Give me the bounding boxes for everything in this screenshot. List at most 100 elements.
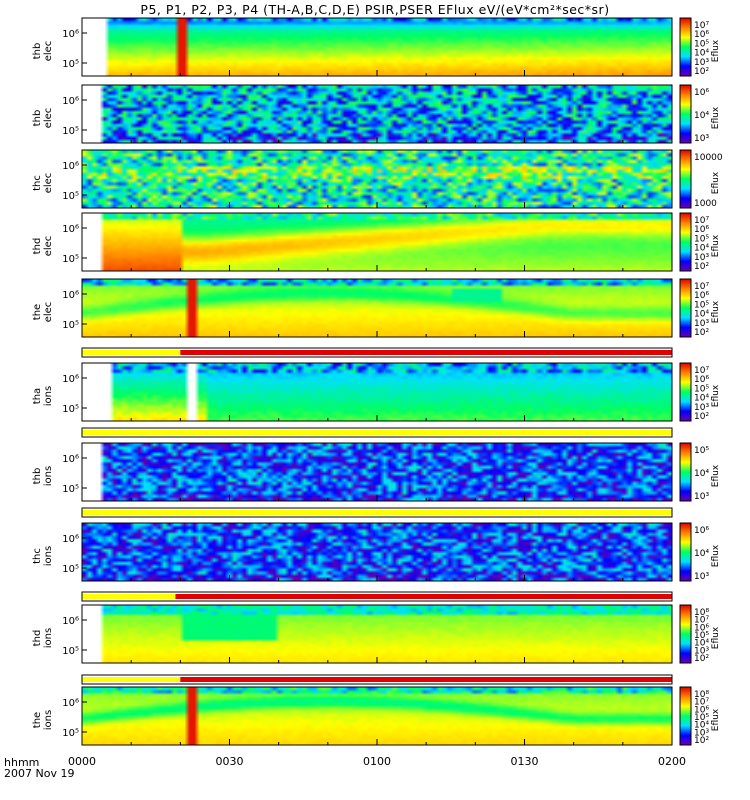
colorbar-tick-label: 10³ bbox=[694, 403, 709, 413]
spectrogram-image bbox=[82, 523, 672, 581]
x-tick-label: 0000 bbox=[68, 755, 96, 768]
colorbar-tick-label: 10⁴ bbox=[694, 49, 709, 59]
colorbar-label: Eflux bbox=[711, 171, 721, 194]
colorbar bbox=[679, 84, 692, 144]
panel-species-label: ions bbox=[43, 628, 54, 648]
colorbar bbox=[679, 686, 692, 746]
colorbar-tick-label: 10³ bbox=[694, 253, 709, 263]
spectrogram-image bbox=[82, 363, 672, 421]
mode-bar bbox=[81, 591, 673, 602]
colorbar-tick-label: 10⁴ bbox=[694, 639, 709, 649]
colorbar-label: Eflux bbox=[711, 626, 721, 649]
colorbar-tick-label: 10⁴ bbox=[694, 111, 709, 121]
y-tick-label: 10⁶ bbox=[62, 29, 79, 40]
colorbar-label: Eflux bbox=[711, 464, 721, 487]
colorbar-tick-label: 10⁴ bbox=[694, 549, 709, 559]
y-tick-label: 10⁶ bbox=[62, 454, 79, 465]
panel-species-label: elec bbox=[43, 173, 54, 194]
y-tick-label: 10⁶ bbox=[62, 698, 79, 709]
colorbar-tick-label: 10³ bbox=[694, 572, 709, 582]
colorbar bbox=[679, 149, 692, 209]
colorbar bbox=[679, 362, 692, 422]
spectrogram-panel-thd-ions bbox=[81, 604, 692, 664]
colorbar-tick-label: 10⁶ bbox=[694, 30, 709, 40]
panel-probe-label: thb bbox=[32, 468, 43, 485]
colorbar-tick-label: 10⁷ bbox=[694, 616, 709, 626]
spectrogram-panel-thd-elec bbox=[81, 212, 692, 272]
spectrogram-panel-thb-elec bbox=[81, 84, 692, 144]
colorbar-tick-label: 10⁶ bbox=[694, 623, 709, 633]
spectrogram-panel-thc-elec bbox=[81, 149, 692, 209]
colorbar bbox=[679, 604, 692, 664]
colorbar-label: Eflux bbox=[711, 544, 721, 567]
panel-species-label: ions bbox=[43, 546, 54, 566]
colorbar bbox=[679, 442, 692, 502]
mode-bar bbox=[81, 507, 673, 518]
colorbar-tick-label: 10³ bbox=[694, 646, 709, 656]
mode-bar-segment bbox=[82, 677, 181, 682]
colorbar-label: Eflux bbox=[711, 106, 721, 129]
x-tick-label: 0030 bbox=[216, 755, 244, 768]
x-tick-label: 0200 bbox=[658, 755, 686, 768]
colorbar-label: Eflux bbox=[711, 300, 721, 323]
colorbar-tick-label: 10⁸ bbox=[694, 608, 709, 618]
colorbar-tick-label: 10⁵ bbox=[694, 446, 709, 456]
panel-probe-label: thd bbox=[32, 238, 43, 255]
panel-probe-label: thb bbox=[32, 43, 43, 60]
mode-bar-frame bbox=[81, 347, 673, 358]
mode-bar-segment bbox=[180, 350, 673, 355]
mode-bar-segment bbox=[180, 677, 673, 682]
panel-species-label: elec bbox=[43, 302, 54, 323]
colorbar-tick-label: 10³ bbox=[694, 492, 709, 502]
mode-bar-segment bbox=[82, 510, 672, 515]
colorbar-tick-label: 10⁴ bbox=[694, 310, 709, 320]
colorbar-tick-label: 10² bbox=[694, 328, 709, 338]
colorbar-tick-label: 10⁷ bbox=[694, 282, 709, 292]
spectrogram-panel-the-ions bbox=[81, 686, 692, 746]
mode-bar-segment bbox=[82, 594, 176, 599]
panel-species-label: ions bbox=[43, 386, 54, 406]
colorbar-tick-label: 10⁶ bbox=[694, 291, 709, 301]
spectrogram-image bbox=[82, 605, 672, 663]
date-label: 2007 Nov 19 bbox=[4, 767, 75, 780]
colorbar-tick-label: 10⁵ bbox=[694, 39, 709, 49]
colorbar-tick-label: 10⁶ bbox=[694, 526, 709, 536]
y-tick-label: 10⁵ bbox=[62, 728, 79, 739]
colorbar-tick-label: 10³ bbox=[694, 319, 709, 329]
spectrogram-panel-thb-ions bbox=[81, 442, 692, 502]
colorbar-tick-label: 10³ bbox=[694, 58, 709, 68]
mode-bar-frame bbox=[81, 427, 673, 438]
colorbar-tick-label: 10⁴ bbox=[694, 469, 709, 479]
panel-species-label: elec bbox=[43, 236, 54, 257]
colorbar bbox=[679, 212, 692, 272]
colorbar-tick-label: 10⁸ bbox=[694, 690, 709, 700]
spectrogram-panel-tha-elec bbox=[81, 17, 692, 77]
panel-probe-label: tha bbox=[32, 388, 43, 404]
mode-bar bbox=[81, 674, 673, 685]
y-tick-label: 10⁶ bbox=[62, 161, 79, 172]
panel-species-label: elec bbox=[43, 41, 54, 62]
spectrogram-image bbox=[82, 443, 672, 501]
panel-species-label: elec bbox=[43, 108, 54, 129]
colorbar-tick-label: 10⁶ bbox=[694, 705, 709, 715]
panel-probe-label: the bbox=[32, 712, 43, 728]
colorbar-tick-label: 10⁶ bbox=[694, 375, 709, 385]
y-tick-label: 10⁵ bbox=[62, 126, 79, 137]
colorbar-tick-label: 10⁵ bbox=[694, 384, 709, 394]
colorbar-tick-label: 10⁵ bbox=[694, 631, 709, 641]
colorbar-tick-label: 10² bbox=[694, 412, 709, 422]
spectrogram-image bbox=[82, 85, 672, 143]
colorbar-tick-label: 1000 bbox=[694, 199, 717, 209]
y-tick-label: 10⁵ bbox=[62, 564, 79, 575]
spectrogram-image bbox=[82, 279, 672, 337]
spectrogram-panel-tha-ions bbox=[81, 362, 692, 422]
spectrogram-image bbox=[82, 687, 672, 745]
mode-bar bbox=[81, 347, 673, 358]
spectrogram-image bbox=[82, 18, 672, 76]
colorbar-tick-label: 10⁴ bbox=[694, 244, 709, 254]
colorbar-tick-label: 10³ bbox=[694, 134, 709, 144]
panel-probe-label: thb bbox=[32, 110, 43, 127]
panel-species-label: ions bbox=[43, 710, 54, 730]
colorbar-tick-label: 10000 bbox=[694, 153, 723, 163]
colorbar bbox=[679, 17, 692, 77]
